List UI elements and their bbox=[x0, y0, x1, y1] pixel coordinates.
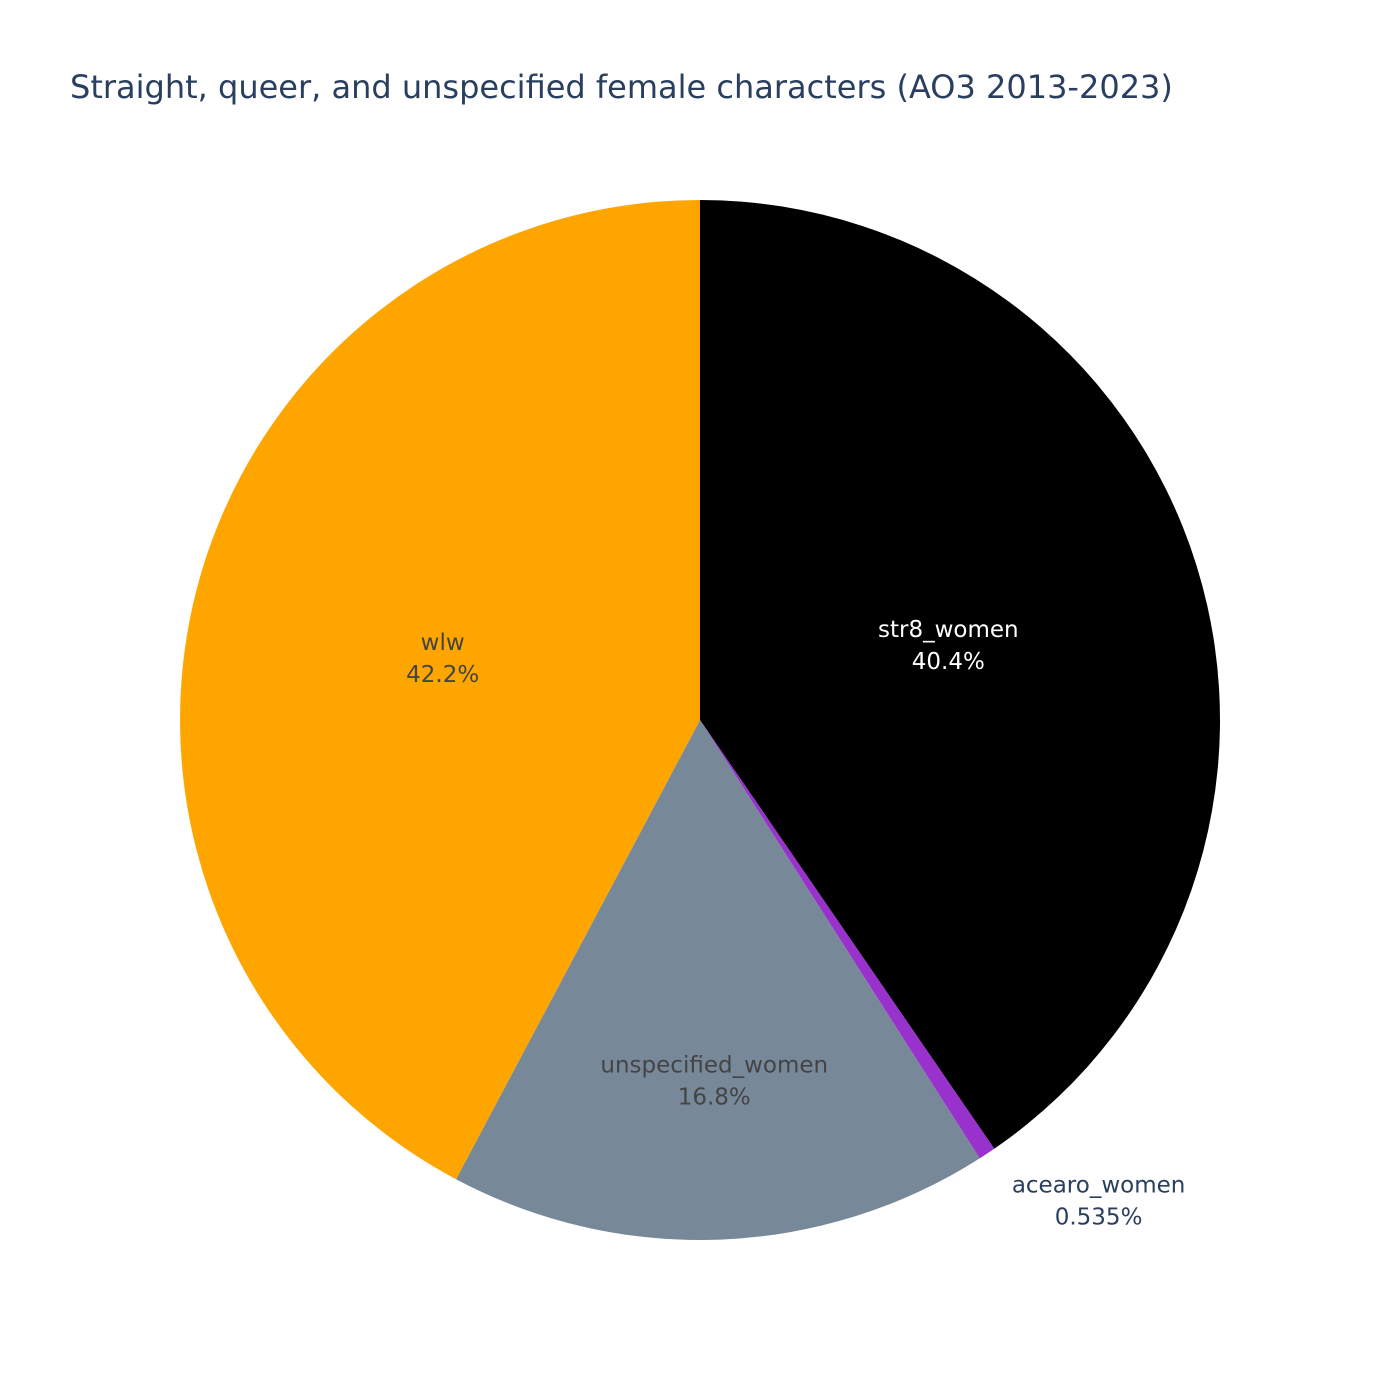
pie-slice-str8-women bbox=[700, 200, 1220, 1149]
slice-percent-label-unspecified-women: 16.8% bbox=[678, 1085, 751, 1111]
slice-name-label-unspecified-women: unspecified_women bbox=[600, 1053, 828, 1079]
pie-slice-acearo-women bbox=[700, 720, 995, 1159]
pie-slices bbox=[179, 200, 1220, 1240]
slice-name-label-wlw: wlw bbox=[421, 630, 465, 656]
slice-name-label-str8-women: str8_women bbox=[878, 617, 1019, 643]
pie-slice-wlw bbox=[179, 200, 700, 1180]
pie-labels: str8_women 40.4% acearo_women 0.535% unspeci… bbox=[406, 617, 1185, 1231]
chart-title: Straight, queer, and unspecified female … bbox=[70, 68, 1173, 106]
slice-percent-label-wlw: 42.2% bbox=[406, 662, 479, 688]
slice-percent-label-acearo-women: 0.535% bbox=[1055, 1205, 1143, 1231]
pie-slice-unspecified-women bbox=[456, 720, 980, 1240]
slice-percent-label-str8-women: 40.4% bbox=[912, 649, 985, 675]
slice-name-label-acearo-women: acearo_women bbox=[1012, 1173, 1186, 1199]
